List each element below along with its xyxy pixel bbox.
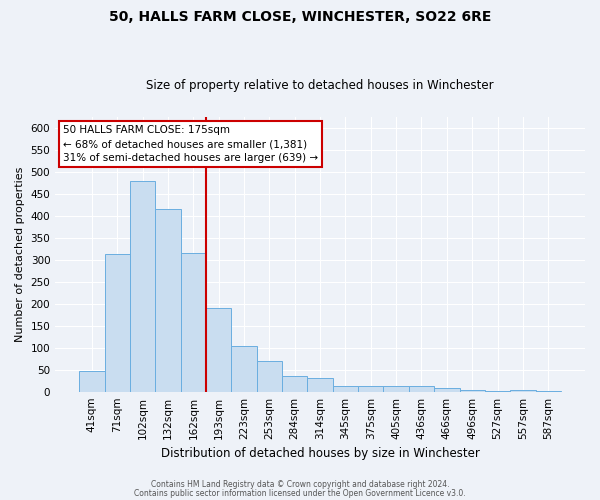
Title: Size of property relative to detached houses in Winchester: Size of property relative to detached ho… [146, 79, 494, 92]
Text: Contains HM Land Registry data © Crown copyright and database right 2024.: Contains HM Land Registry data © Crown c… [151, 480, 449, 489]
Y-axis label: Number of detached properties: Number of detached properties [15, 166, 25, 342]
Bar [409, 386, 434, 392]
Bar [383, 386, 409, 392]
Bar [460, 390, 485, 392]
Bar [232, 346, 257, 392]
Bar [206, 308, 232, 392]
Bar [333, 386, 358, 392]
Text: 50, HALLS FARM CLOSE, WINCHESTER, SO22 6RE: 50, HALLS FARM CLOSE, WINCHESTER, SO22 6… [109, 10, 491, 24]
Bar [485, 391, 510, 392]
Bar [181, 253, 206, 392]
Text: 50 HALLS FARM CLOSE: 175sqm
← 68% of detached houses are smaller (1,381)
31% of : 50 HALLS FARM CLOSE: 175sqm ← 68% of det… [63, 125, 318, 163]
X-axis label: Distribution of detached houses by size in Winchester: Distribution of detached houses by size … [161, 447, 479, 460]
Bar [155, 209, 181, 392]
Bar [536, 391, 561, 392]
Bar [510, 390, 536, 392]
Text: Contains public sector information licensed under the Open Government Licence v3: Contains public sector information licen… [134, 488, 466, 498]
Bar [104, 254, 130, 392]
Bar [79, 371, 104, 392]
Bar [358, 386, 383, 392]
Bar [257, 362, 282, 392]
Bar [434, 388, 460, 392]
Bar [130, 180, 155, 392]
Bar [282, 376, 307, 392]
Bar [307, 378, 333, 392]
